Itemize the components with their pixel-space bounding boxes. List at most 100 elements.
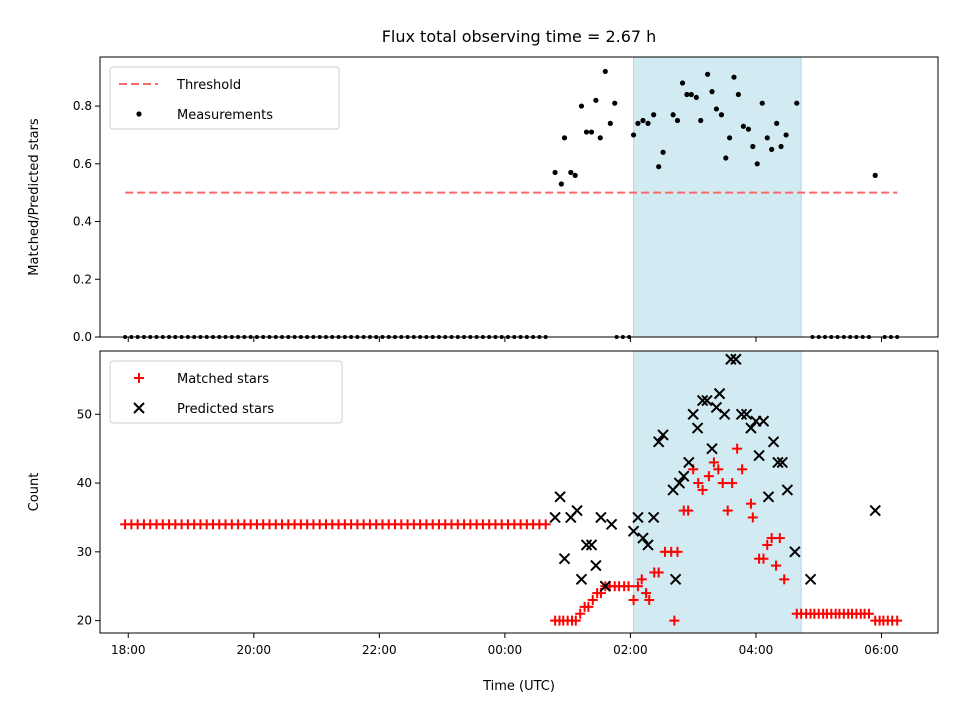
predicted-star-point (554, 491, 566, 503)
measurement-point (735, 91, 741, 98)
predicted-star-point (701, 394, 713, 407)
legend-label: Predicted stars (177, 402, 274, 417)
measurement-point (572, 172, 578, 178)
predicted-star-point-b (710, 401, 723, 414)
predicted-star-point-b (549, 511, 561, 524)
matched-star-point (683, 505, 694, 516)
predicted-star-point-b (696, 394, 709, 407)
matched-star-point (703, 471, 714, 482)
predicted-star-point-b (575, 573, 588, 586)
predicted-star-point (740, 408, 753, 420)
chart-title: Flux total observing time = 2.67 h (382, 27, 657, 46)
measurement-point (656, 164, 662, 170)
predicted-star-point (725, 353, 737, 365)
predicted-star-point (776, 456, 789, 469)
measurement-point (726, 135, 733, 141)
predicted-star-point-b (595, 511, 607, 524)
measurement-point (769, 146, 775, 152)
measurement-point (651, 112, 657, 118)
predicted-star-point (696, 394, 709, 407)
measurement-point (645, 120, 651, 126)
predicted-star-point-b (869, 504, 881, 517)
predicted-star-point-b (647, 511, 660, 524)
measurement-point (612, 100, 618, 106)
measurement-point (660, 149, 666, 155)
predicted-star-point-b (718, 408, 731, 420)
measurement-point (568, 169, 574, 176)
observing-window-band (633, 350, 802, 634)
predicted-star-point (642, 539, 654, 551)
predicted-star-point (657, 429, 669, 441)
predicted-star-point-b (776, 456, 789, 469)
matched-star-point (863, 608, 874, 619)
predicted-star-point (571, 504, 583, 517)
measurement-point (593, 97, 599, 103)
predicted-star-point (637, 532, 649, 544)
predicted-star-point-b (657, 429, 669, 441)
matched-star-point (644, 594, 655, 605)
predicted-star-point (691, 422, 704, 434)
matched-star-point (758, 553, 769, 564)
top-y-axis-label: Matched/Predicted stars (27, 118, 42, 276)
x-tick-label: 18:00 (111, 643, 146, 657)
measurement-point (764, 135, 770, 141)
matched-star-point (540, 519, 551, 530)
measurement-point (759, 100, 765, 106)
predicted-star-point (652, 436, 665, 448)
measurement-point (794, 100, 800, 106)
predicted-star-point (585, 539, 598, 551)
predicted-star-point (804, 573, 817, 586)
predicted-star-point (706, 442, 718, 455)
y-tick-label: 0.6 (73, 157, 92, 171)
measurement-point (754, 161, 760, 167)
measurement-point (561, 135, 568, 141)
measurement-point (745, 126, 752, 132)
predicted-star-point-b (691, 422, 704, 434)
predicted-star-point-b (678, 470, 690, 482)
matched-star-point (717, 478, 728, 489)
matched-star-point (779, 574, 790, 585)
measurement-point (597, 135, 603, 141)
legend-swatch-matched (134, 373, 144, 383)
predicted-star-point (580, 539, 593, 551)
predicted-star-point (753, 449, 765, 462)
measurement-point (731, 74, 737, 80)
predicted-star-point (735, 408, 748, 420)
measurement-point (607, 120, 613, 126)
y-tick-label: 40 (77, 476, 92, 490)
measurement-point (718, 112, 725, 118)
predicted-star-point-b (804, 573, 817, 586)
predicted-star-point (605, 518, 618, 531)
predicted-star-point (673, 477, 686, 489)
predicted-star-point-b (652, 436, 665, 448)
predicted-star-point-b (580, 539, 593, 551)
predicted-star-point (762, 491, 775, 503)
y-tick-label: 0.2 (73, 272, 92, 286)
predicted-star-point (627, 525, 640, 537)
x-tick-label: 04:00 (739, 643, 774, 657)
x-tick-label: 22:00 (362, 643, 397, 657)
bottom-y-axis-label: Count (27, 473, 42, 512)
predicted-star-point-b (669, 573, 682, 586)
measurement-point (552, 169, 558, 176)
plot-frame (99, 56, 939, 338)
predicted-star-point-b (757, 415, 770, 427)
predicted-star-point-b (687, 408, 699, 420)
x-tick-label: 06:00 (864, 643, 899, 657)
measurement-point (774, 120, 780, 126)
matched-star-point (708, 457, 719, 468)
matched-star-point (636, 574, 647, 585)
measurement-point (674, 117, 681, 124)
matched-star-point (727, 478, 738, 489)
x-tick-label: 00:00 (488, 643, 523, 657)
predicted-star-point-b (585, 539, 598, 551)
predicted-star-point-b (554, 491, 566, 503)
matched-star-point (669, 615, 680, 626)
matched-star-point (737, 464, 748, 475)
legend-label: Measurements (177, 108, 273, 123)
predicted-star-point (781, 484, 794, 496)
y-tick-label: 0.8 (73, 99, 92, 113)
measurement-point (684, 91, 690, 98)
predicted-star-point-b (706, 442, 718, 455)
measurement-point (670, 112, 676, 118)
